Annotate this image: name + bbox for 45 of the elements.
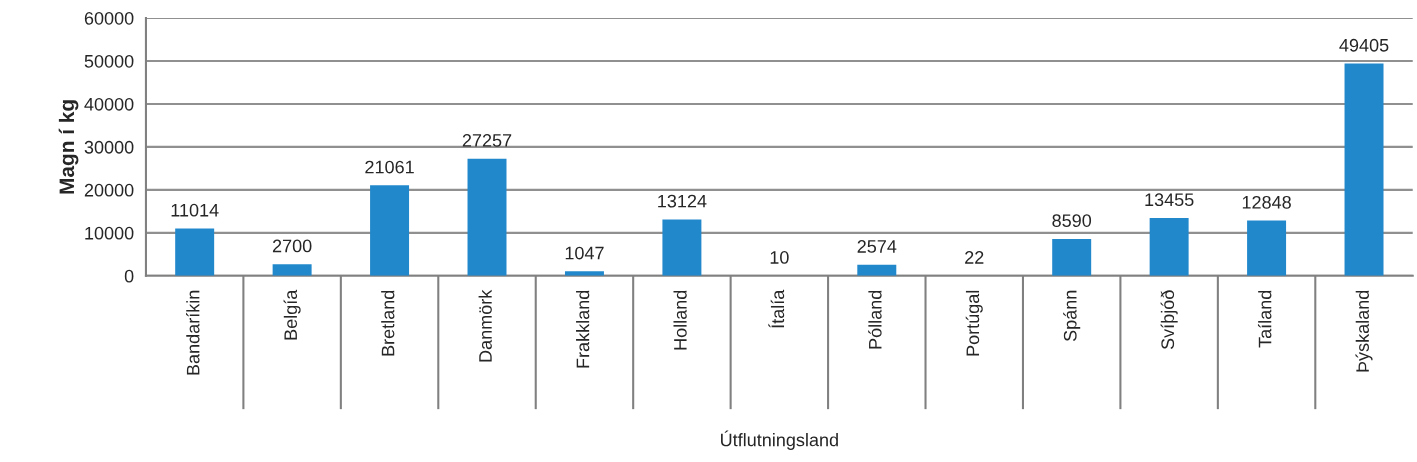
x-tick-label: Bandaríkin — [186, 290, 200, 375]
bar — [1149, 218, 1189, 276]
data-label: 21061 — [365, 160, 414, 174]
bar — [857, 264, 897, 276]
data-label: 12848 — [1242, 195, 1291, 209]
x-tick-label: Svíþjóð — [1160, 290, 1178, 350]
bar — [1344, 63, 1384, 276]
x-tick-label: Danmörk — [478, 289, 492, 362]
x-tick-label: Spánn — [1063, 290, 1081, 342]
y-tick-label: 30000 — [84, 140, 134, 154]
x-tick-label: Þýskaland — [1355, 290, 1373, 372]
data-label: 22 — [965, 251, 984, 264]
x-axis-title: Útflutningsland — [721, 430, 838, 450]
data-label: 2574 — [857, 240, 897, 253]
y-tick-label: 40000 — [84, 97, 134, 111]
x-tick-label: Bretland — [381, 290, 395, 356]
y-tick-label: 0 — [124, 269, 134, 283]
x-tick-label: Frakkland — [576, 290, 590, 368]
y-tick-label: 50000 — [84, 54, 134, 68]
y-tick-label: 10000 — [85, 226, 134, 240]
bar — [1247, 220, 1287, 276]
x-tick-label: Holland — [673, 290, 687, 350]
x-tick-label: Portúgal — [965, 290, 983, 356]
data-label: 2700 — [272, 239, 312, 253]
data-label: 13455 — [1145, 193, 1194, 207]
data-label: 27257 — [462, 134, 512, 147]
x-tick-label: Pólland — [868, 290, 882, 349]
data-label: 13124 — [658, 194, 707, 208]
bar — [272, 264, 312, 276]
data-label: 11014 — [171, 203, 219, 217]
y-axis-title: Magn í kg — [58, 100, 79, 194]
bar — [662, 219, 702, 276]
data-label: 49405 — [1339, 38, 1389, 52]
x-tick-label: Belgía — [283, 289, 301, 340]
data-label: 1047 — [565, 246, 604, 260]
data-label: 10 — [770, 251, 789, 264]
bar — [370, 185, 410, 276]
x-tick-label: Taíland — [1257, 290, 1272, 348]
bar — [1052, 238, 1092, 276]
bar — [467, 158, 507, 276]
y-tick-label: 20000 — [84, 183, 134, 197]
data-label: 8590 — [1052, 214, 1092, 227]
x-tick-label: Ítalía — [768, 289, 785, 328]
bar — [175, 228, 215, 276]
y-tick-label: 60000 — [84, 11, 134, 25]
